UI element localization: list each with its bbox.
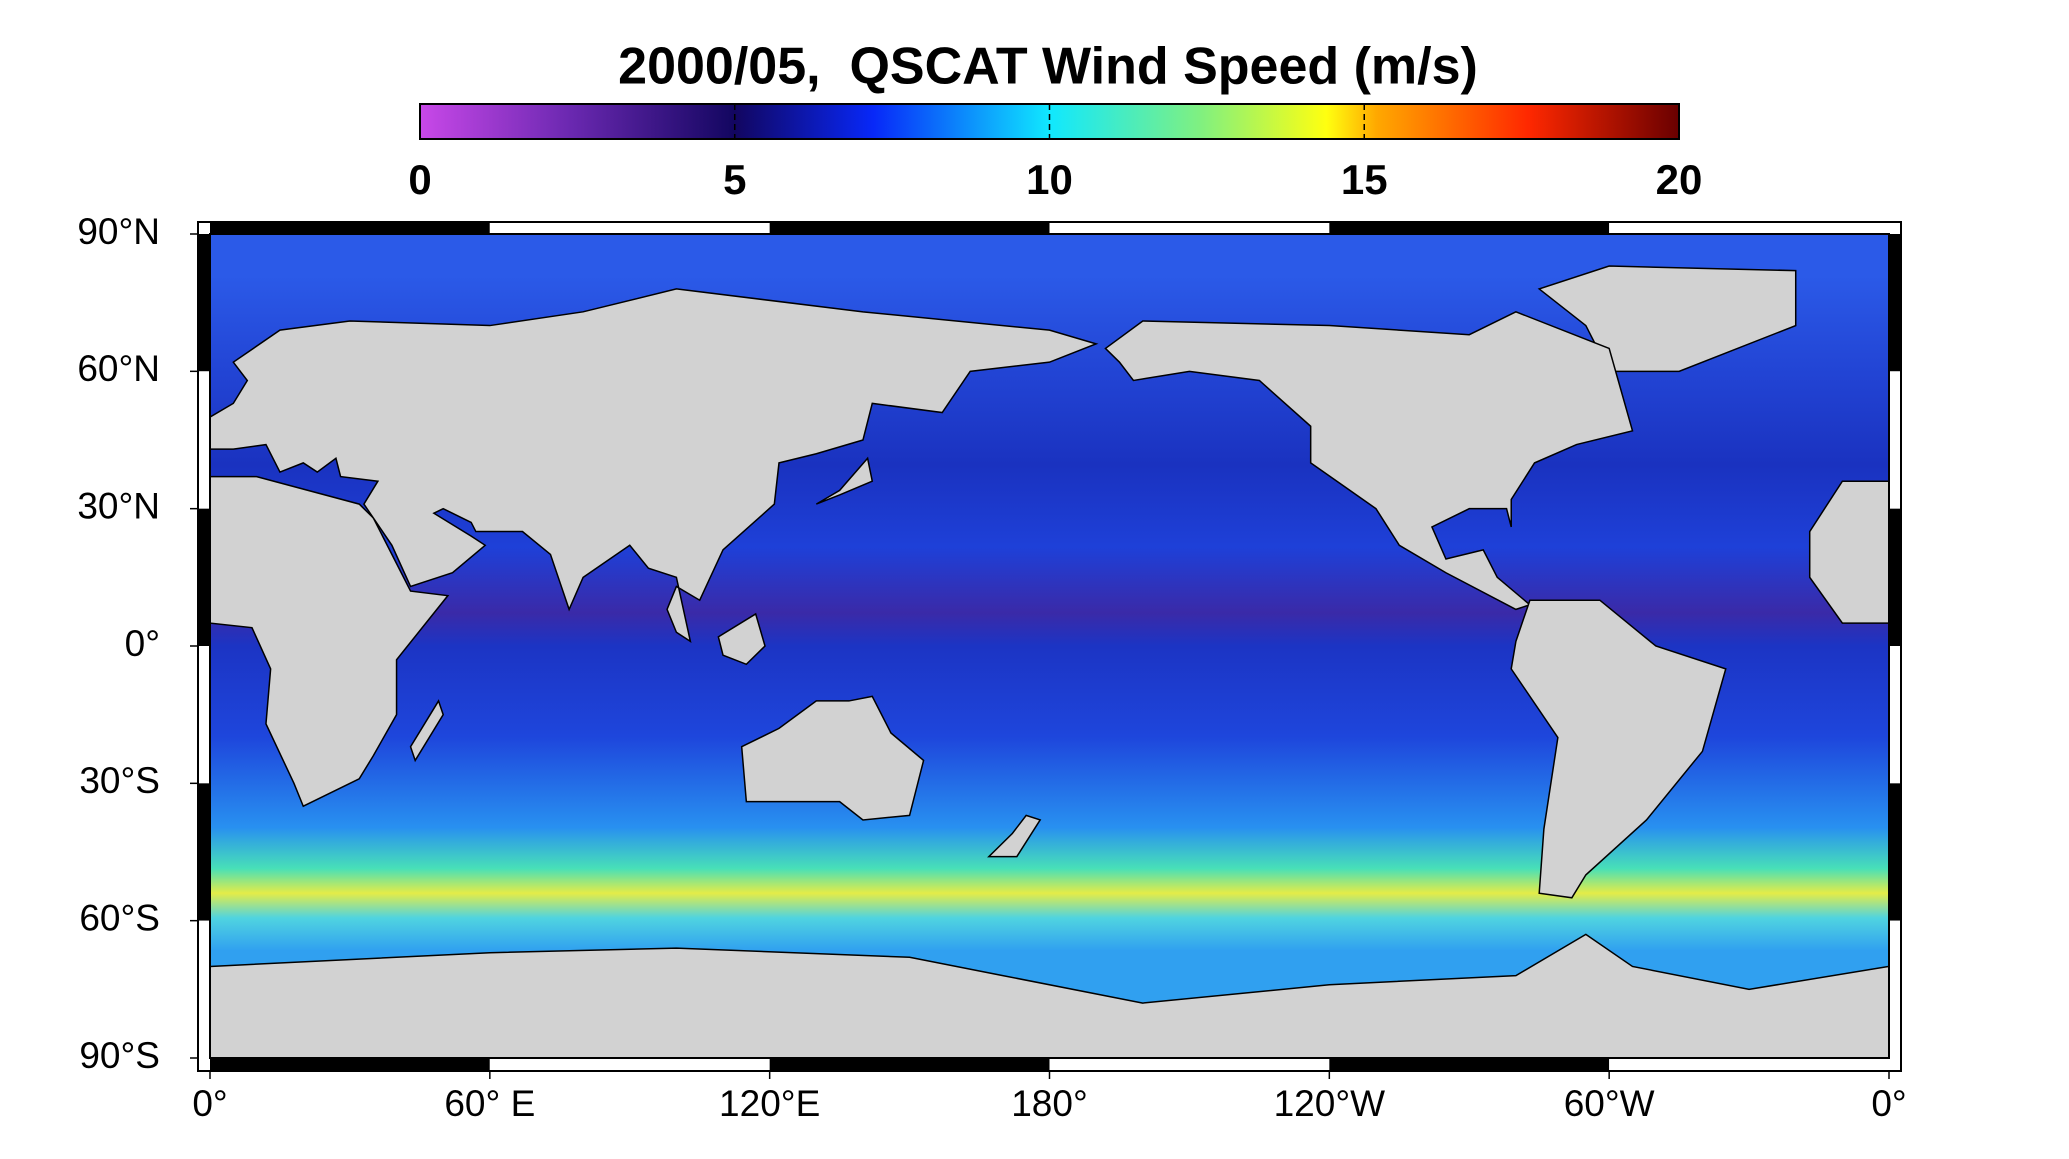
frame-stripe	[489, 1059, 770, 1070]
chart-title: 2000/05, QSCAT Wind Speed (m/s)	[618, 38, 1478, 96]
frame-stripe	[1890, 920, 1900, 1058]
frame-stripe	[199, 371, 209, 509]
frame-stripe	[1890, 371, 1900, 509]
plot-area	[209, 233, 1890, 1059]
axes: 90°N 60°N 30°N 0° 30°S 60°S 90°S 0° 60° E 120°E 18…	[77, 211, 1906, 1124]
landmass	[987, 814, 1042, 858]
frame-stripe	[769, 223, 1050, 233]
x-tick-label: 120°W	[1274, 1083, 1386, 1124]
frame-stripe	[1329, 223, 1610, 233]
frame-stripe	[1049, 1059, 1330, 1070]
colorbar-ticks: 0 5 10 15 20	[408, 104, 1702, 203]
frame-stripe	[199, 234, 209, 372]
y-tick-label: 90°N	[77, 211, 160, 252]
colorbar-tick-label: 20	[1656, 156, 1703, 203]
frame-stripe	[1890, 508, 1900, 646]
x-tick-label: 60° E	[444, 1083, 535, 1124]
y-tick-label: 60°S	[79, 897, 160, 938]
landmass	[740, 695, 925, 821]
y-tick-label: 60°N	[77, 348, 160, 389]
landmass	[209, 475, 450, 808]
landmass	[1104, 311, 1634, 611]
frame-stripe	[199, 783, 209, 921]
x-tick-label: 180°	[1011, 1083, 1088, 1124]
frame-stripes	[199, 223, 1900, 1070]
y-tick-label: 30°S	[79, 760, 160, 801]
frame-stripe	[199, 646, 209, 784]
landmass	[409, 699, 445, 763]
colorbar-tick-label: 5	[723, 156, 746, 203]
y-tick-label: 90°S	[79, 1035, 160, 1076]
landmass	[209, 288, 1099, 644]
landmass	[1510, 599, 1727, 899]
y-tick-label: 0°	[125, 623, 160, 664]
frame-stripe	[1049, 223, 1330, 233]
frame-stripe	[1890, 234, 1900, 372]
frame-stripe	[1890, 646, 1900, 784]
landmass	[1537, 265, 1797, 373]
y-tick-label: 30°N	[77, 485, 160, 526]
frame-stripe	[769, 1059, 1050, 1070]
colorbar-tick-label: 10	[1026, 156, 1073, 203]
frame-stripe	[1609, 223, 1889, 233]
frame-stripe	[199, 920, 209, 1058]
frame-stripe	[1329, 1059, 1610, 1070]
frame-stripe	[210, 1059, 490, 1070]
x-tick-label: 0°	[192, 1083, 227, 1124]
colorbar-tick-label: 0	[408, 156, 431, 203]
landmass	[717, 612, 766, 666]
x-tick-label: 0°	[1871, 1083, 1906, 1124]
frame-stripe	[1890, 783, 1900, 921]
landmass	[815, 456, 874, 505]
frame-stripe	[1609, 1059, 1889, 1070]
frame-stripe	[210, 223, 490, 233]
x-tick-label: 60°W	[1564, 1083, 1655, 1124]
x-tick-label: 120°E	[719, 1083, 820, 1124]
colorbar-tick-label: 15	[1341, 156, 1388, 203]
frame-stripe	[489, 223, 770, 233]
frame-stripe	[199, 508, 209, 646]
land	[209, 265, 1890, 1059]
